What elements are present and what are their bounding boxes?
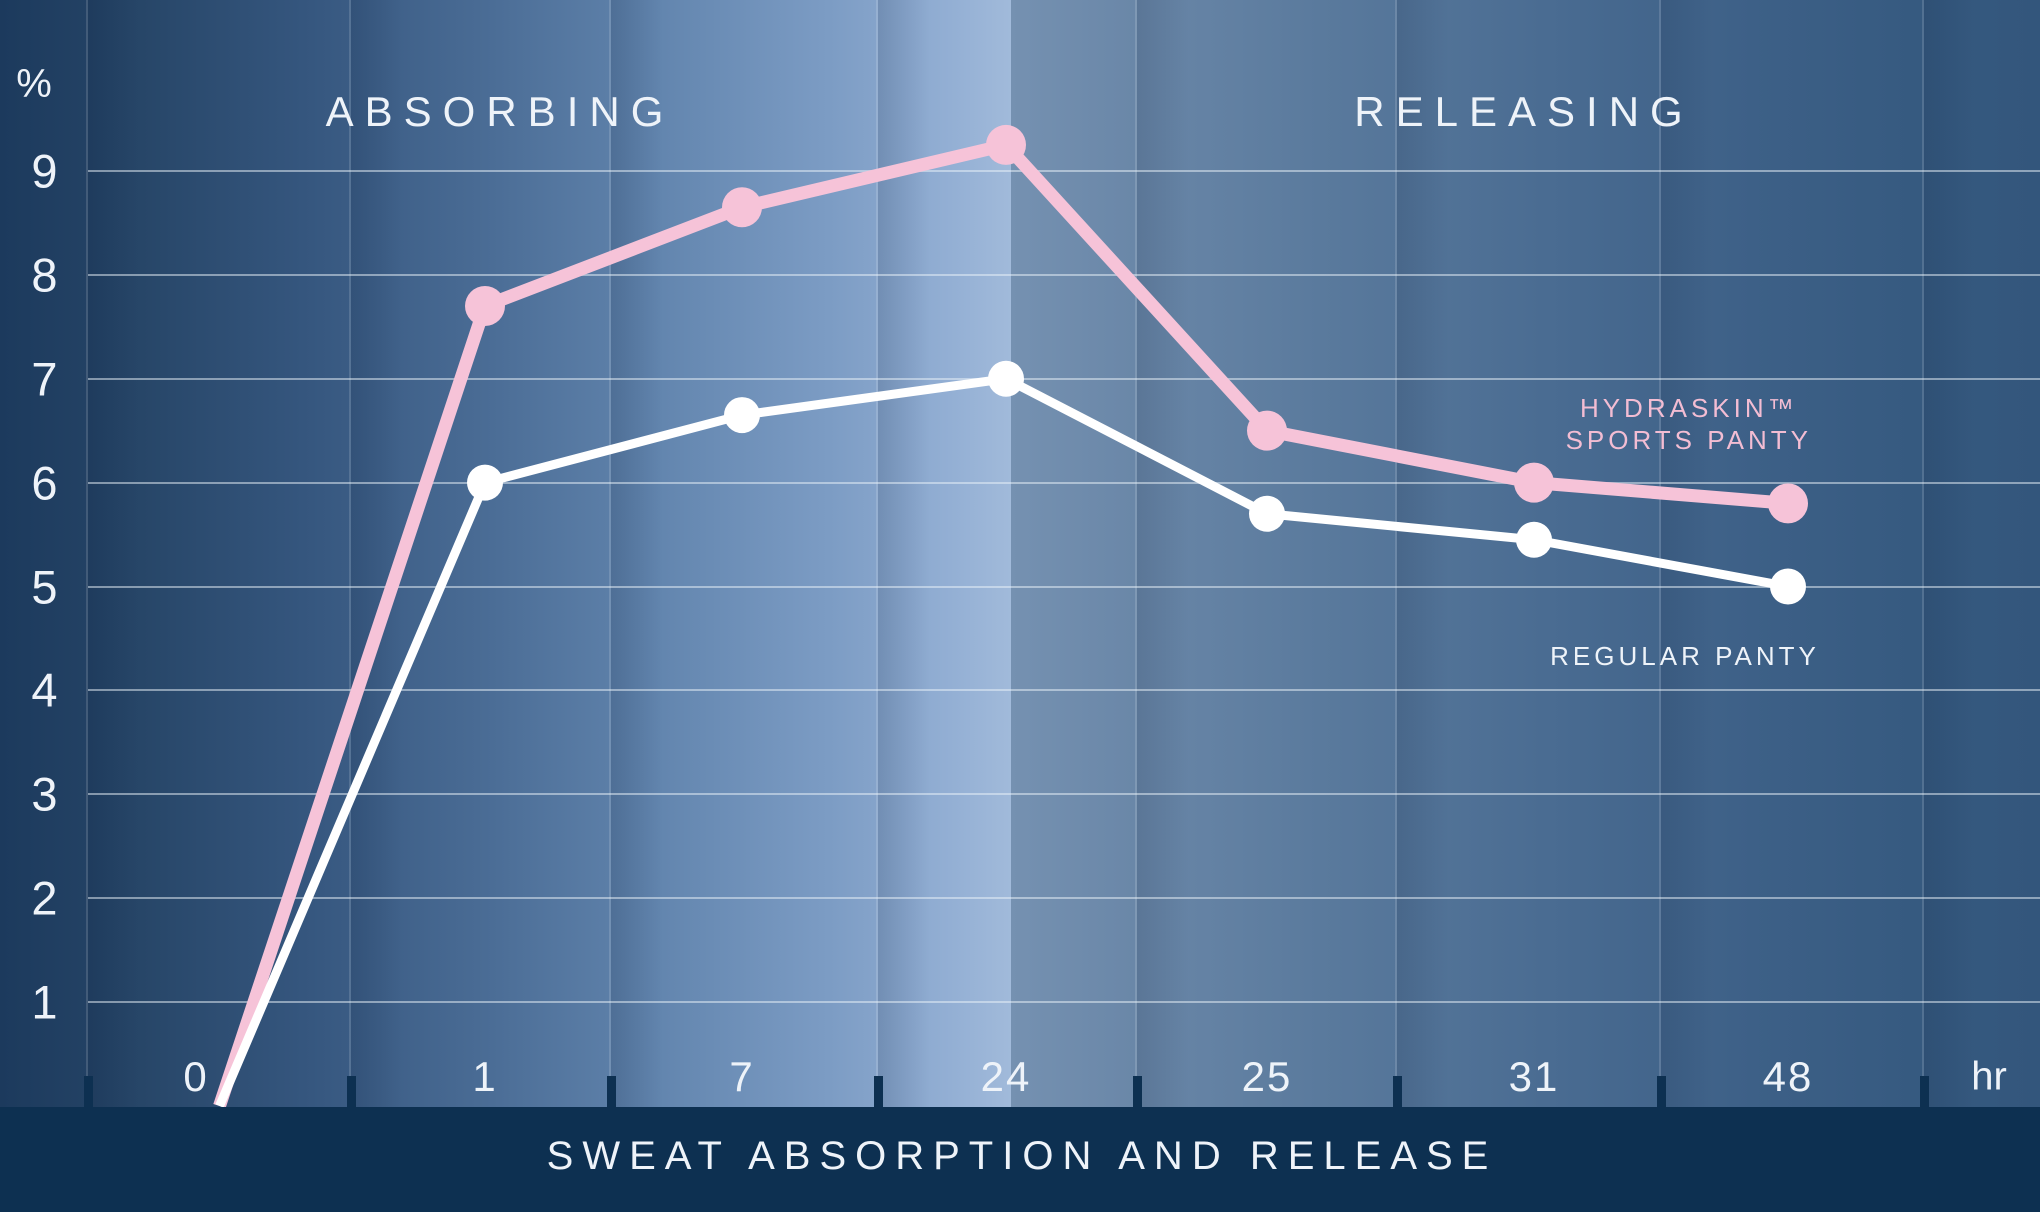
phase-label-absorbing: ABSORBING — [325, 88, 675, 135]
data-point — [722, 187, 762, 228]
background-band-seam — [609, 0, 611, 1107]
legend-hydraskin: HYDRASKIN™ SPORTS PANTY — [1566, 392, 1812, 456]
gridline — [88, 481, 2040, 484]
data-point — [724, 397, 760, 434]
y-axis-tick-label: 5 — [31, 560, 59, 613]
y-axis-tick-label: 1 — [31, 975, 59, 1029]
x-axis-tick-label: 24 — [980, 1053, 1032, 1100]
background-releasing-panel — [1011, 0, 2040, 1212]
background-band-seam — [1135, 0, 1137, 1107]
gridline — [88, 585, 2040, 588]
y-axis-tick-label: 8 — [31, 248, 59, 302]
data-point — [1247, 410, 1287, 451]
background-band-seam — [1659, 0, 1661, 1107]
data-point — [465, 285, 505, 326]
x-axis-tick — [84, 1076, 93, 1108]
phase-label-releasing: RELEASING — [1354, 88, 1694, 135]
data-point — [1249, 495, 1285, 532]
gridline — [88, 897, 2040, 900]
data-point — [1514, 462, 1554, 503]
x-axis-tick — [1133, 1076, 1142, 1108]
background-band-seam — [86, 0, 88, 1107]
x-axis-tick — [347, 1076, 356, 1108]
background-absorbing-panel — [0, 0, 1011, 1212]
x-axis-tick — [874, 1076, 883, 1108]
y-axis-tick-label: 7 — [31, 352, 59, 406]
x-axis-tick-label: 1 — [472, 1053, 498, 1100]
x-axis-tick — [607, 1076, 616, 1108]
legend-hydraskin-line1: HYDRASKIN™ — [1579, 393, 1798, 423]
gridline — [88, 689, 2040, 692]
x-axis-tick-label: 7 — [729, 1053, 755, 1100]
background-band-shade — [1924, 0, 1976, 1107]
y-axis-tick-label: 3 — [31, 767, 59, 821]
background-band-shade — [611, 0, 663, 1107]
background-band-shade — [88, 0, 140, 1107]
bottom-title-band — [0, 1107, 2040, 1212]
y-axis-unit-label: % — [16, 62, 52, 106]
background-band-seam — [349, 0, 351, 1107]
data-point — [1768, 483, 1808, 524]
gridline — [88, 273, 2040, 276]
data-point — [988, 360, 1024, 397]
background-band-seam — [1922, 0, 1924, 1107]
y-axis-tick-label: 2 — [31, 871, 59, 925]
data-point — [986, 124, 1026, 165]
background-band-shade — [351, 0, 403, 1107]
y-axis-tick-label: 9 — [31, 144, 59, 198]
gridline — [88, 793, 2040, 796]
background-band-shade — [1137, 0, 1189, 1107]
background-band-seam — [876, 0, 878, 1107]
x-axis-unit-label: hr — [1971, 1054, 2007, 1099]
legend-regular-panty: REGULAR PANTY — [1550, 641, 1820, 671]
y-axis-tick-label: 6 — [31, 456, 59, 510]
x-axis-tick — [1657, 1076, 1666, 1108]
x-axis-tick-label: 31 — [1508, 1053, 1560, 1100]
x-axis-tick — [1393, 1076, 1402, 1108]
gridline — [88, 377, 2040, 380]
y-axis-tick-label: 4 — [31, 663, 59, 717]
x-axis-tick-label: 48 — [1762, 1053, 1814, 1100]
data-point — [1516, 521, 1552, 558]
background-band-shade — [878, 0, 930, 1107]
data-point — [1770, 568, 1806, 605]
background-band-shade — [1661, 0, 1713, 1107]
x-axis-tick-label: 25 — [1241, 1053, 1293, 1100]
background-band-shade — [1397, 0, 1449, 1107]
x-axis-tick — [1920, 1076, 1929, 1108]
data-point — [467, 464, 503, 501]
gridline — [88, 1001, 2040, 1004]
gridline — [88, 169, 2040, 172]
background-band-seam — [1395, 0, 1397, 1107]
chart-title: SWEAT ABSORPTION AND RELEASE — [546, 1134, 1498, 1178]
legend-hydraskin-line2: SPORTS PANTY — [1565, 425, 1812, 455]
x-axis-tick-label: 0 — [183, 1053, 209, 1100]
